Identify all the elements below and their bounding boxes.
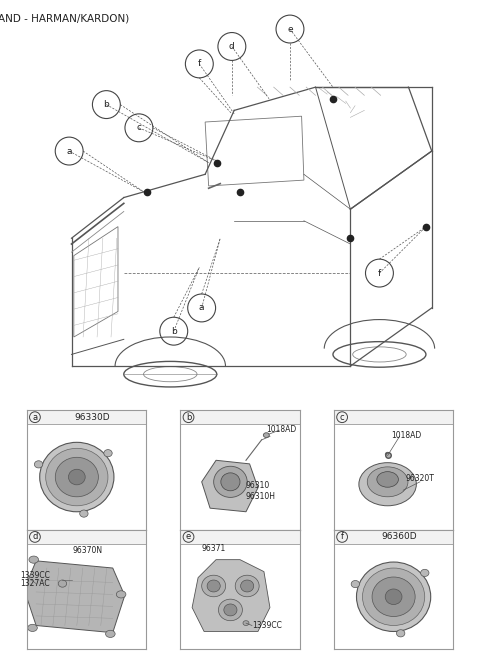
Text: c: c — [136, 123, 142, 133]
Ellipse shape — [58, 580, 67, 587]
Text: b: b — [104, 100, 109, 109]
Ellipse shape — [243, 621, 249, 626]
Ellipse shape — [351, 581, 360, 588]
Ellipse shape — [367, 467, 408, 497]
Ellipse shape — [377, 472, 398, 487]
Ellipse shape — [396, 630, 405, 637]
Ellipse shape — [55, 457, 98, 497]
Text: 1339CC: 1339CC — [252, 621, 282, 630]
Ellipse shape — [69, 469, 85, 485]
Text: 1327AC: 1327AC — [21, 579, 50, 588]
Text: d: d — [229, 42, 235, 51]
Ellipse shape — [221, 473, 240, 491]
Text: a: a — [66, 146, 72, 155]
Ellipse shape — [207, 580, 220, 592]
Bar — [334, 410, 454, 424]
Ellipse shape — [80, 510, 88, 517]
Text: b: b — [186, 413, 191, 422]
Text: c: c — [340, 413, 345, 422]
Ellipse shape — [106, 630, 115, 638]
Ellipse shape — [35, 461, 43, 468]
Bar — [334, 530, 454, 544]
Ellipse shape — [385, 589, 402, 605]
Ellipse shape — [359, 462, 416, 506]
Bar — [180, 410, 300, 424]
Ellipse shape — [264, 433, 269, 438]
Ellipse shape — [116, 591, 126, 598]
Ellipse shape — [372, 577, 415, 617]
Ellipse shape — [214, 466, 247, 497]
Text: a: a — [32, 413, 37, 422]
Text: 96371: 96371 — [202, 544, 226, 554]
Ellipse shape — [202, 575, 226, 597]
Text: f: f — [378, 268, 381, 277]
Text: 96330D: 96330D — [74, 413, 110, 422]
Bar — [26, 410, 146, 424]
Text: 96370N: 96370N — [72, 546, 102, 554]
Ellipse shape — [385, 452, 390, 457]
Text: 96320T: 96320T — [406, 474, 434, 483]
Text: (SPEAKER BRAND - HARMAN/KARDON): (SPEAKER BRAND - HARMAN/KARDON) — [0, 14, 129, 24]
Ellipse shape — [46, 448, 108, 506]
Text: 1018AD: 1018AD — [391, 430, 421, 440]
Ellipse shape — [362, 568, 425, 626]
Bar — [26, 530, 146, 544]
Text: a: a — [199, 304, 204, 312]
Polygon shape — [24, 561, 125, 632]
Text: d: d — [32, 533, 37, 541]
Text: e: e — [287, 24, 293, 33]
Text: 1339CC: 1339CC — [21, 571, 50, 580]
Ellipse shape — [29, 556, 38, 564]
Text: b: b — [171, 327, 177, 336]
Text: 96360D: 96360D — [382, 533, 418, 541]
Polygon shape — [202, 461, 258, 512]
Ellipse shape — [240, 580, 254, 592]
Ellipse shape — [235, 575, 259, 597]
Ellipse shape — [224, 604, 237, 616]
Ellipse shape — [40, 442, 114, 512]
Ellipse shape — [104, 449, 112, 457]
Text: f: f — [198, 60, 201, 68]
Ellipse shape — [218, 599, 242, 621]
Text: 96310
96310H: 96310 96310H — [246, 482, 276, 501]
Ellipse shape — [420, 569, 429, 577]
Ellipse shape — [28, 625, 37, 632]
Text: e: e — [186, 533, 191, 541]
Bar — [180, 530, 300, 544]
Ellipse shape — [357, 562, 431, 632]
Text: 1018AD: 1018AD — [266, 424, 297, 434]
Polygon shape — [192, 560, 270, 632]
Text: f: f — [341, 533, 344, 541]
